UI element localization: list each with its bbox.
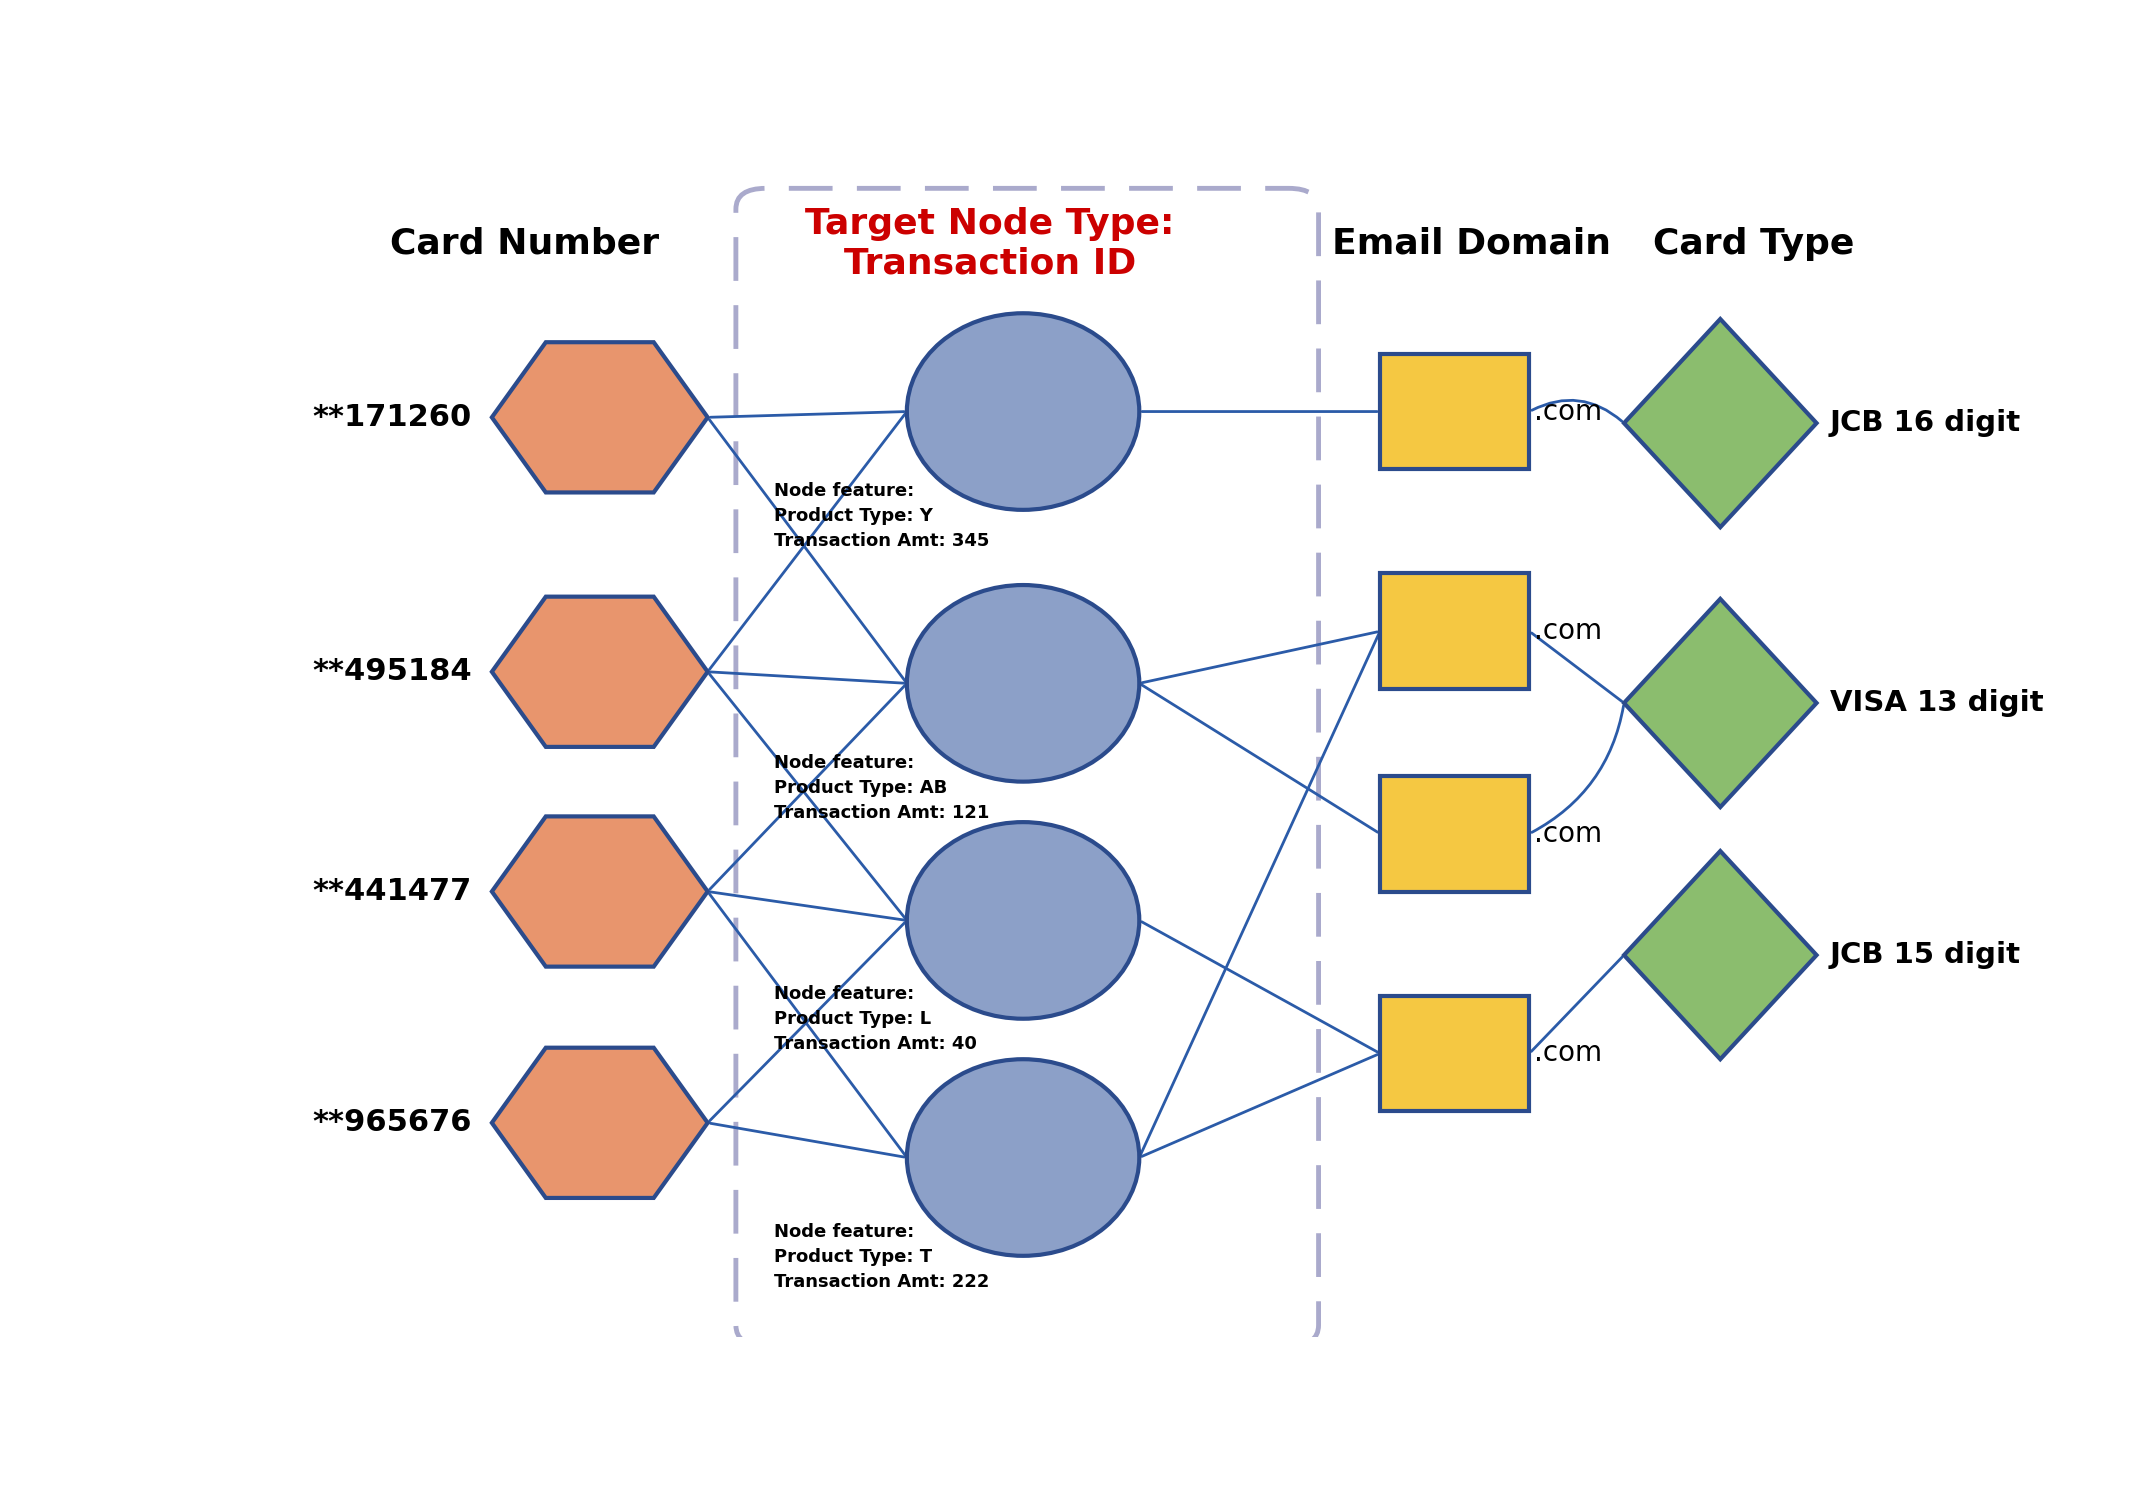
Text: Node feature:
Product Type: Y
Transaction Amt: 345: Node feature: Product Type: Y Transactio… [773, 482, 990, 550]
Text: Node feature:
Product Type: L
Transaction Amt: 40: Node feature: Product Type: L Transactio… [773, 985, 977, 1053]
Text: .com: .com [1534, 617, 1602, 646]
Polygon shape [493, 817, 707, 967]
Text: aa3d80b
f33ef: aa3d80b f33ef [962, 658, 1084, 709]
Text: VISA 13 digit: VISA 13 digit [1829, 689, 2043, 716]
Ellipse shape [906, 1059, 1140, 1256]
Polygon shape [1624, 599, 1816, 807]
Text: Yahoo: Yahoo [1405, 398, 1504, 425]
FancyBboxPatch shape [1379, 996, 1529, 1111]
Ellipse shape [906, 822, 1140, 1018]
Text: Target Node Type:
Transaction ID: Target Node Type: Transaction ID [805, 207, 1174, 281]
FancyArrowPatch shape [1532, 632, 1621, 701]
Text: JCB 15 digit: JCB 15 digit [1829, 942, 2020, 969]
Text: Card Type: Card Type [1654, 227, 1855, 261]
Text: **495184: **495184 [313, 658, 471, 686]
FancyBboxPatch shape [1379, 777, 1529, 892]
FancyBboxPatch shape [1379, 574, 1529, 689]
Ellipse shape [906, 314, 1140, 509]
Text: Node feature:
Product Type: T
Transaction Amt: 222: Node feature: Product Type: T Transactio… [773, 1223, 990, 1290]
Polygon shape [493, 596, 707, 746]
Ellipse shape [906, 584, 1140, 781]
Text: Node feature:
Product Type: AB
Transaction Amt: 121: Node feature: Product Type: AB Transacti… [773, 754, 990, 822]
Text: Card Number: Card Number [390, 227, 660, 261]
Text: **441477: **441477 [313, 877, 471, 906]
Text: **965676: **965676 [313, 1108, 471, 1137]
Polygon shape [1624, 318, 1816, 527]
Text: .com: .com [1534, 820, 1602, 847]
Text: **171260: **171260 [313, 403, 471, 433]
Text: 490d7f2
56340: 490d7f2 56340 [966, 386, 1082, 437]
FancyArrowPatch shape [1532, 957, 1621, 1051]
FancyBboxPatch shape [1379, 353, 1529, 469]
Text: Gmail: Gmail [1407, 617, 1502, 646]
Text: Hotmail: Hotmail [1390, 820, 1519, 847]
Text: 3671a26
59f25: 3671a26 59f25 [962, 895, 1084, 946]
Text: Harris: Harris [1405, 1039, 1504, 1068]
Polygon shape [493, 1048, 707, 1199]
Polygon shape [493, 342, 707, 493]
Polygon shape [1624, 852, 1816, 1059]
Text: Email Domain: Email Domain [1332, 227, 1611, 261]
Text: 08f3d2f
70c8d: 08f3d2f 70c8d [968, 1131, 1077, 1184]
FancyArrowPatch shape [1532, 706, 1624, 832]
FancyArrowPatch shape [1532, 400, 1621, 421]
Text: .com: .com [1534, 1039, 1602, 1068]
Text: JCB 16 digit: JCB 16 digit [1829, 409, 2022, 437]
Text: .com: .com [1534, 398, 1602, 425]
